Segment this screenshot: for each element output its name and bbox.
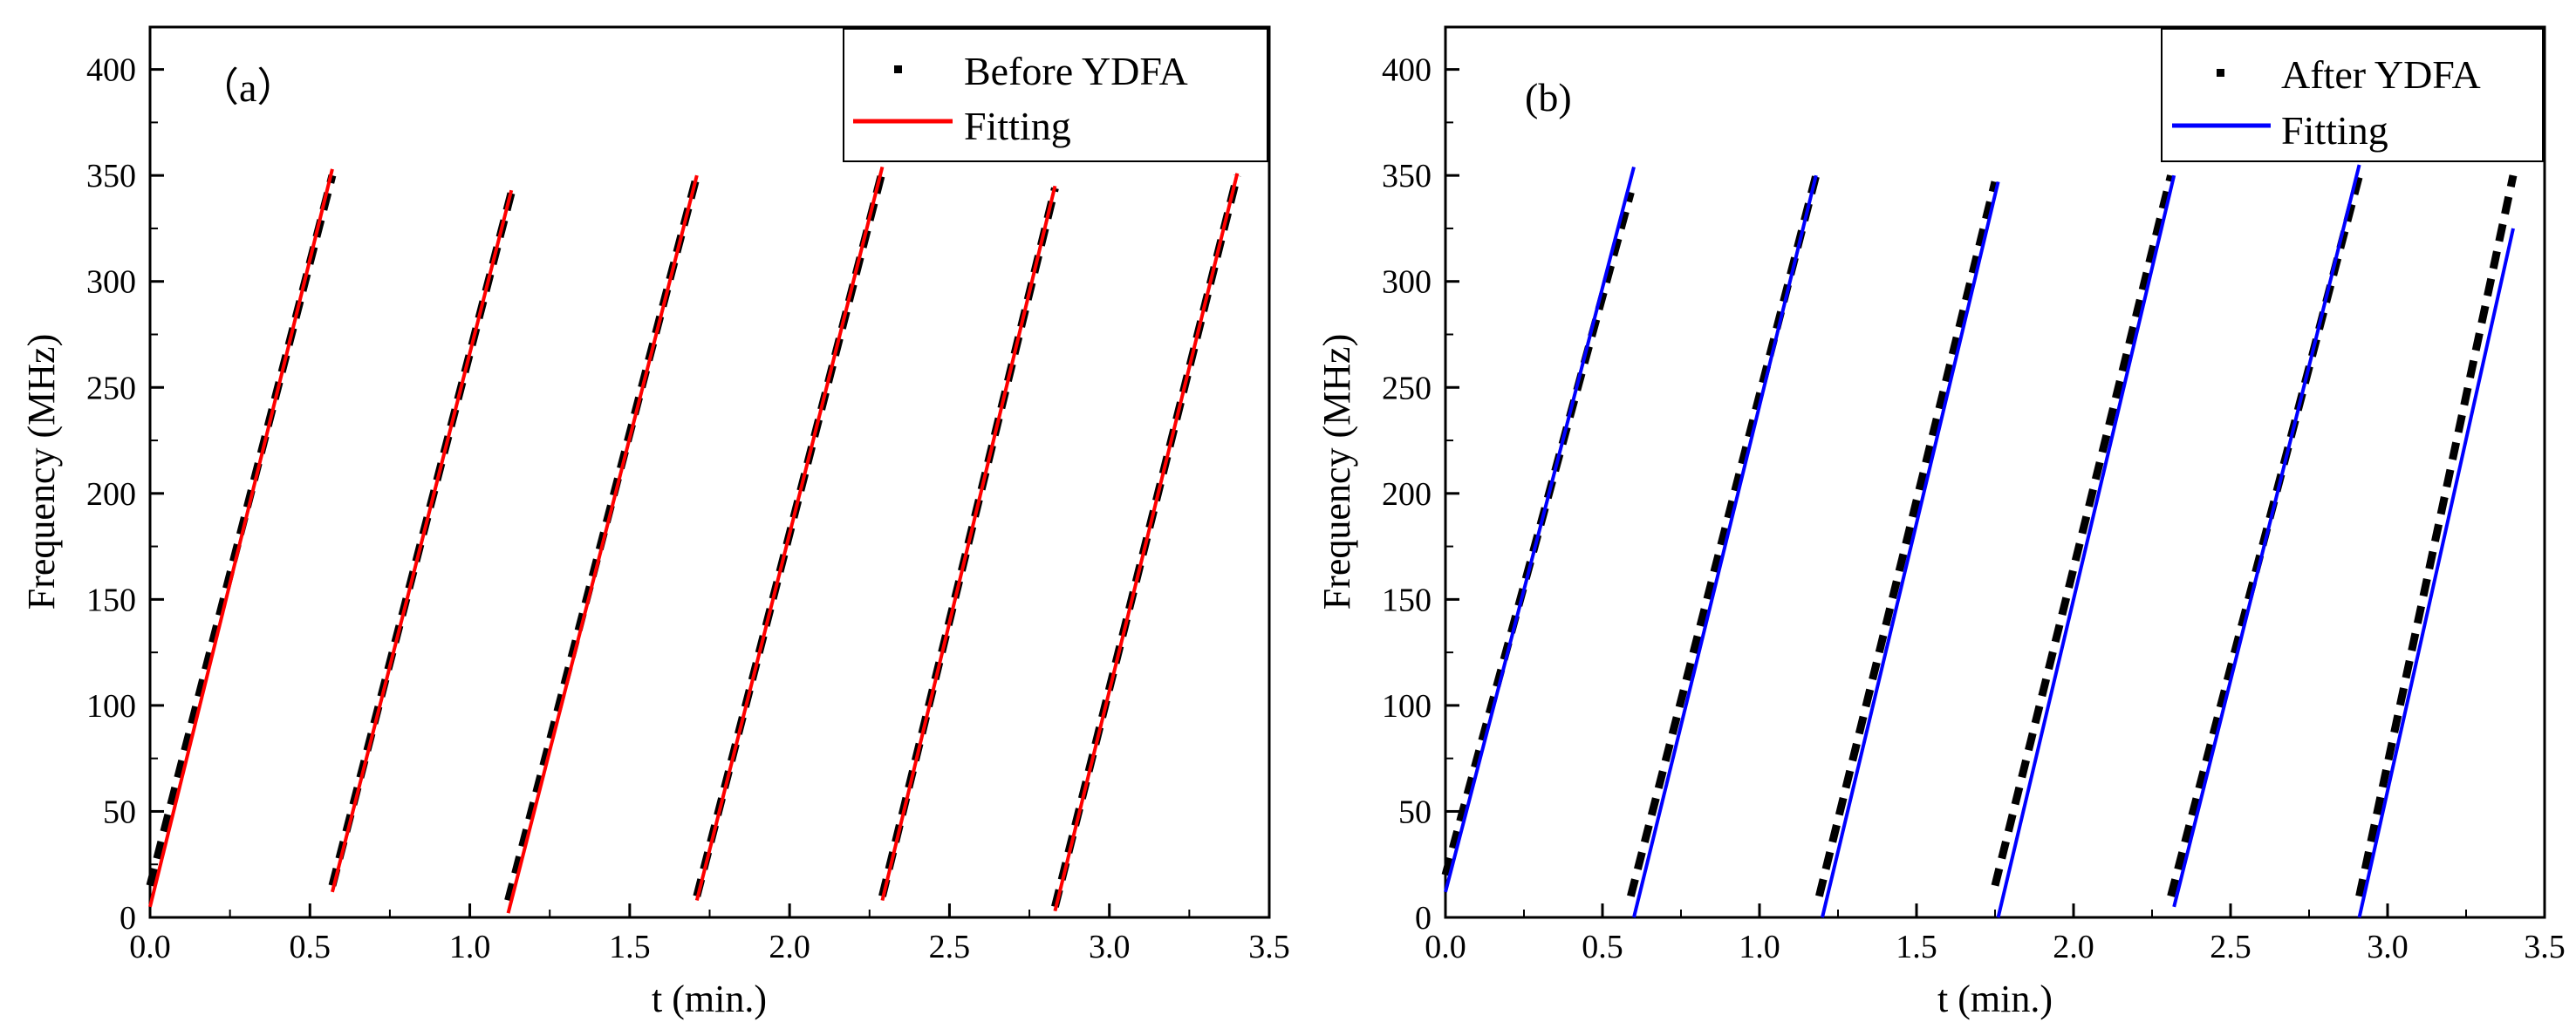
- fit-line-a-4: [694, 166, 885, 902]
- plot-marks-b: [1441, 164, 2518, 918]
- y-tick-label-a: 400: [86, 52, 136, 89]
- data-segment-b-3: [1815, 181, 1999, 897]
- y-tick-label-b: 300: [1382, 264, 1431, 301]
- y-tick-label-a: 350: [86, 158, 136, 194]
- y-tick-label-b: 100: [1382, 688, 1431, 725]
- y-tick-label-a: 250: [86, 370, 136, 406]
- fit-line-b-1: [1444, 166, 1636, 893]
- x-tick-label-b: 1.0: [1739, 929, 1780, 965]
- legend-data-marker-b: [2217, 69, 2224, 77]
- y-tick-label-a: 100: [86, 688, 136, 725]
- chart-panel-a: 0.0 0.5 1.0 1.5 2.0 2.5 3.0 3.5 0 50 100 150 200 250…: [20, 25, 1290, 1020]
- y-tick-label-b: 150: [1382, 582, 1431, 618]
- x-tick-label-b: 0.0: [1425, 929, 1466, 965]
- chart-panel-b: 0.0 0.5 1.0 1.5 2.0 2.5 3.0 3.5 0 50 100 150 200 250…: [1315, 25, 2566, 1020]
- x-tick-label-a: 2.0: [769, 929, 810, 965]
- fit-line-a-1: [148, 168, 334, 908]
- x-tick-label-b: 3.0: [2367, 929, 2409, 965]
- data-segment-b-6: [2355, 174, 2518, 897]
- y-tick-label-b: 200: [1382, 476, 1431, 513]
- x-tick-label-b: 2.5: [2210, 929, 2251, 965]
- legend-a: Before YDFA Fitting: [843, 28, 1268, 162]
- y-tick-label-a: 0: [120, 900, 136, 937]
- legend-data-label-b: After YDFA: [2281, 52, 2481, 97]
- y-axis-title-a: Frequency (MHz): [20, 334, 63, 610]
- fit-line-a-5: [880, 185, 1057, 902]
- legend-data-label-a: Before YDFA: [964, 49, 1188, 93]
- fit-line-b-3: [1821, 181, 2000, 918]
- panel-label-b: (b): [1525, 75, 1572, 119]
- x-tick-label-a: 3.5: [1248, 929, 1290, 965]
- y-tick-label-b: 0: [1415, 900, 1431, 937]
- data-segment-b-4: [1991, 174, 2175, 887]
- legend-fit-label-b: Fitting: [2281, 108, 2388, 153]
- panel-label-a: （a）: [199, 65, 297, 110]
- legend-box-b: [2161, 28, 2544, 162]
- fit-line-b-5: [2172, 164, 2361, 908]
- x-tick-label-a: 3.0: [1089, 929, 1131, 965]
- x-axis-title-a: t (min.): [652, 978, 767, 1020]
- y-tick-label-b: 50: [1398, 794, 1431, 830]
- y-tick-label-a: 50: [103, 794, 136, 830]
- fit-line-b-4: [1996, 174, 2176, 918]
- y-tick-label-a: 150: [86, 582, 136, 618]
- x-tick-label-b: 0.5: [1582, 929, 1623, 965]
- fit-line-a-2: [331, 189, 514, 893]
- y-tick-label-b: 400: [1382, 52, 1431, 89]
- x-tick-label-a: 1.0: [449, 929, 491, 965]
- x-tick-label-b: 1.5: [1896, 929, 1937, 965]
- y-tick-label-a: 300: [86, 264, 136, 301]
- x-tick-label-a: 0.0: [129, 929, 171, 965]
- fit-line-a-6: [1053, 173, 1240, 912]
- x-tick-label-b: 3.5: [2524, 929, 2566, 965]
- legend-fit-label-a: Fitting: [964, 104, 1071, 148]
- x-tick-label-a: 2.5: [929, 929, 971, 965]
- data-segment-b-1: [1441, 191, 1635, 876]
- y-tick-label-a: 200: [86, 476, 136, 513]
- y-axis-ticks-a: 0 50 100 150 200 250 300 350 400: [86, 52, 164, 937]
- y-axis-title-b: Frequency (MHz): [1315, 334, 1358, 610]
- x-tick-label-a: 0.5: [290, 929, 331, 965]
- x-tick-label-a: 1.5: [609, 929, 651, 965]
- legend-box-a: [843, 28, 1268, 162]
- x-axis-ticks-a: 0.0 0.5 1.0 1.5 2.0 2.5 3.0 3.5: [129, 903, 1290, 965]
- x-tick-label-b: 2.0: [2053, 929, 2094, 965]
- y-axis-ticks-b: 0 50 100 150 200 250 300 350 400: [1382, 52, 1459, 937]
- fit-line-b-6: [2357, 228, 2515, 918]
- x-axis-ticks-b: 0.0 0.5 1.0 1.5 2.0 2.5 3.0 3.5: [1425, 903, 2566, 965]
- y-tick-label-b: 250: [1382, 370, 1431, 406]
- data-segment-a-1: [146, 174, 337, 887]
- x-axis-title-b: t (min.): [1937, 978, 2053, 1020]
- plot-marks-a: [146, 166, 1241, 914]
- y-tick-label-b: 350: [1382, 158, 1431, 194]
- fit-line-a-3: [506, 174, 699, 914]
- legend-data-marker-a: [894, 65, 902, 73]
- legend-b: After YDFA Fitting: [2161, 28, 2544, 162]
- fit-line-b-2: [1632, 174, 1818, 918]
